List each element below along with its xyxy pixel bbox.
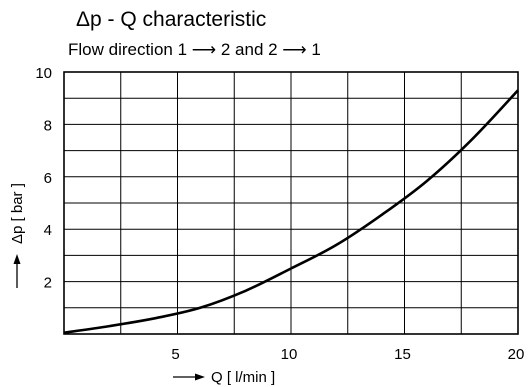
grid [64,72,518,334]
y-tick-label: 8 [44,117,52,134]
y-axis-label: Δp [ bar ] [9,183,26,244]
x-axis-label: Q [ l/min ] [211,369,275,386]
x-tick-label: 15 [394,346,411,363]
y-tick-label: 4 [44,222,52,239]
x-tick-label: 5 [171,346,179,363]
x-tick-label: 10 [281,346,298,363]
y-tick-label: 10 [35,65,52,82]
y-axis-arrow [13,254,21,288]
y-tick-labels: 2 4 6 8 10 [35,65,52,292]
y-tick-label: 6 [44,170,52,187]
plot-frame [63,71,519,335]
y-tick-label: 2 [44,275,52,292]
x-tick-labels: 5 10 15 20 [171,346,524,363]
x-tick-label: 20 [508,346,525,363]
x-axis-arrow [173,373,205,381]
series-line [63,89,519,334]
chart-subtitle: Flow direction 1 ⟶ 2 and 2 ⟶ 1 [68,40,321,59]
chart-title: Δp - Q characteristic [76,8,266,31]
